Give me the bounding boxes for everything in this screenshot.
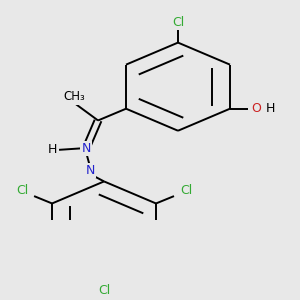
Text: Cl: Cl [180,184,192,197]
Text: N: N [85,164,95,177]
Text: Cl: Cl [172,16,184,28]
Text: CH₃: CH₃ [63,91,85,103]
Text: H: H [47,143,57,156]
Text: Cl: Cl [16,184,28,197]
Text: O: O [251,102,261,115]
Text: Cl: Cl [98,284,110,297]
Text: N: N [81,142,91,155]
Text: H: H [265,102,274,115]
